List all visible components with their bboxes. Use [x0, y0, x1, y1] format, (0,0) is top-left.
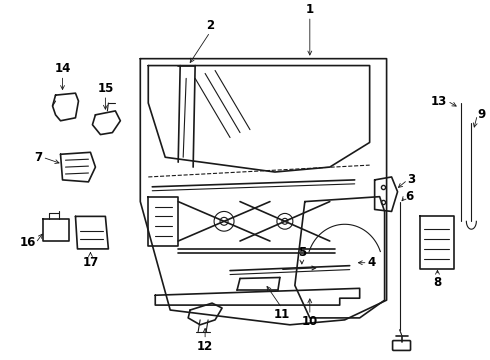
Text: 13: 13	[431, 95, 447, 108]
Text: 11: 11	[274, 308, 290, 321]
Text: 9: 9	[477, 108, 486, 121]
Text: 14: 14	[54, 62, 71, 76]
Text: 1: 1	[306, 3, 314, 16]
Text: 8: 8	[433, 275, 441, 288]
Text: 15: 15	[97, 82, 114, 95]
Text: 16: 16	[19, 237, 36, 249]
Text: 2: 2	[206, 19, 214, 32]
Text: 10: 10	[302, 315, 318, 328]
Text: 5: 5	[298, 246, 306, 259]
Text: 6: 6	[406, 190, 414, 203]
Text: 7: 7	[34, 151, 43, 164]
Text: 3: 3	[408, 174, 416, 186]
Text: 17: 17	[82, 256, 98, 269]
Text: 4: 4	[368, 256, 376, 269]
Text: 12: 12	[197, 339, 213, 352]
